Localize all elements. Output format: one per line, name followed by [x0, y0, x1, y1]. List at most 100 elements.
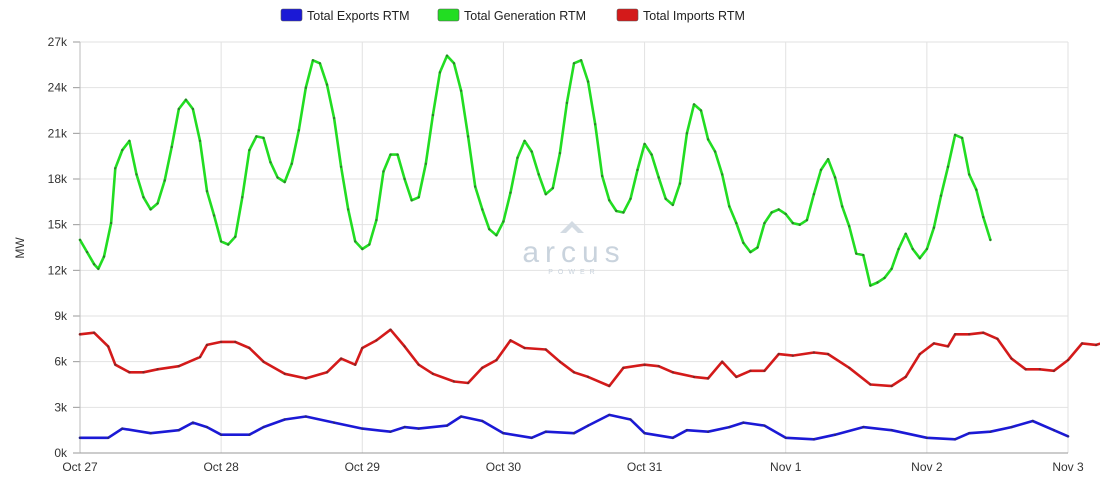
data-point — [869, 383, 872, 386]
x-tick-label: Oct 31 — [627, 460, 663, 474]
data-point — [544, 430, 547, 433]
legend-item-total-exports-rtm[interactable]: Total Exports RTM — [280, 8, 410, 23]
y-axis-title: MW — [13, 237, 27, 259]
data-point — [339, 357, 343, 360]
data-point — [565, 101, 569, 105]
data-point — [452, 62, 456, 65]
data-point — [1066, 358, 1070, 362]
data-point — [643, 142, 646, 146]
data-point — [932, 226, 936, 229]
data-point — [558, 151, 562, 155]
data-point — [121, 148, 124, 152]
data-point — [608, 413, 611, 417]
data-point — [452, 380, 456, 383]
data-point — [445, 424, 449, 427]
data-point — [953, 333, 957, 336]
data-point — [283, 180, 286, 184]
data-point — [177, 429, 180, 432]
data-point — [636, 168, 639, 172]
data-point — [1095, 343, 1098, 347]
data-point — [953, 133, 957, 137]
legend-item-total-imports-rtm[interactable]: Total Imports RTM — [616, 8, 745, 23]
legend: Total Exports RTM Total Generation RTM Tot… — [280, 8, 745, 23]
data-point — [848, 225, 851, 228]
y-tick-label: 15k — [48, 218, 68, 232]
series-lines — [78, 54, 1100, 441]
data-point — [332, 421, 336, 424]
data-point — [953, 438, 957, 441]
data-point — [368, 243, 371, 246]
legend-swatch — [437, 8, 460, 22]
data-point — [184, 98, 188, 102]
legend-label: Total Imports RTM — [643, 9, 745, 23]
legend-item-total-generation-rtm[interactable]: Total Generation RTM — [437, 8, 586, 23]
data-point — [234, 340, 237, 344]
data-point — [297, 129, 300, 132]
data-point — [671, 436, 674, 439]
y-tick-label: 24k — [48, 81, 68, 95]
data-point — [290, 162, 293, 165]
data-point — [78, 333, 82, 336]
data-point — [883, 276, 886, 280]
data-point — [530, 150, 533, 153]
data-point — [805, 218, 809, 222]
data-point — [777, 208, 780, 211]
data-point — [657, 365, 660, 368]
data-point — [495, 234, 498, 237]
series-line-total-exports-rtm — [78, 413, 1070, 441]
data-point — [819, 168, 823, 172]
data-point — [85, 250, 89, 254]
data-point — [488, 228, 491, 231]
legend-label: Total Generation RTM — [464, 9, 586, 23]
data-point — [283, 418, 286, 421]
data-point — [855, 252, 858, 255]
data-point — [685, 429, 689, 432]
data-point — [92, 263, 96, 266]
data-point — [784, 212, 787, 216]
data-point — [495, 358, 498, 362]
data-point — [459, 89, 463, 92]
data-point — [960, 136, 964, 140]
data-point — [248, 148, 251, 152]
data-point — [389, 328, 392, 331]
data-point — [608, 199, 611, 202]
data-point — [276, 176, 279, 179]
data-point — [241, 196, 244, 199]
data-point — [403, 345, 406, 348]
data-point — [777, 352, 780, 356]
data-point — [989, 430, 992, 433]
data-point — [516, 156, 519, 159]
data-point — [375, 339, 378, 342]
data-point — [325, 371, 329, 374]
data-point — [996, 337, 999, 340]
data-point — [798, 223, 801, 226]
data-point — [92, 331, 96, 334]
data-point — [784, 436, 787, 439]
data-point — [311, 59, 315, 62]
data-point — [1080, 342, 1084, 345]
data-point — [78, 436, 82, 439]
data-point — [975, 188, 978, 191]
data-point — [629, 197, 632, 200]
data-point — [622, 366, 625, 369]
data-point — [664, 197, 667, 200]
data-point — [572, 432, 576, 435]
data-point — [389, 153, 392, 156]
data-point — [749, 250, 752, 254]
x-tick-label: Nov 2 — [911, 460, 943, 474]
data-point — [283, 372, 286, 375]
data-point — [890, 267, 893, 270]
data-point — [826, 352, 830, 356]
data-point — [417, 427, 420, 430]
data-point — [474, 185, 477, 188]
data-point — [347, 208, 350, 211]
data-point — [551, 186, 554, 190]
data-point — [749, 369, 752, 372]
data-point — [763, 221, 766, 225]
data-point — [248, 346, 251, 350]
data-point — [1024, 368, 1027, 371]
data-point — [586, 80, 590, 83]
data-point — [742, 241, 745, 245]
data-point — [191, 421, 195, 424]
data-point — [219, 240, 223, 243]
